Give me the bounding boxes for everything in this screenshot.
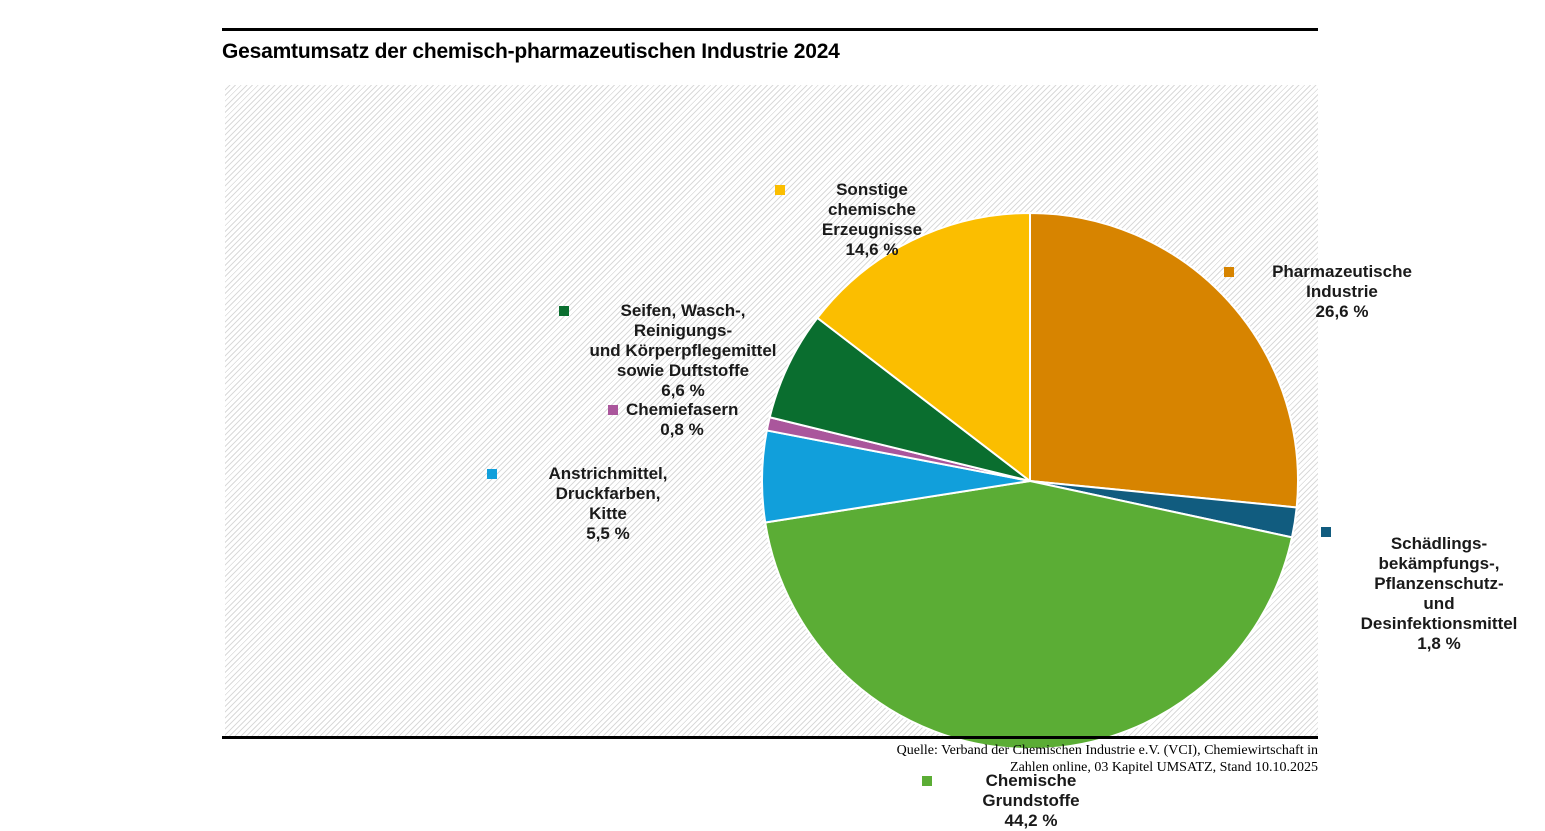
label-text: Seifen, Wasch-, Reinigungs- und Körperpf… — [589, 301, 777, 400]
bottom-rule — [222, 736, 1318, 739]
pie-slice-0 — [1029, 212, 1299, 509]
label-text: Anstrichmittel, Druckfarben, Kitte 5,5 % — [548, 464, 668, 543]
anstrichmittel-swatch-icon — [487, 469, 497, 479]
source-citation: Quelle: Verband der Chemischen Industrie… — [618, 742, 1318, 776]
seifen-swatch-icon — [559, 306, 569, 316]
label-text: Schädlings- bekämpfungs-, Pflanzenschutz… — [1360, 534, 1518, 653]
label-text: Chemiefasern 0,8 % — [626, 400, 739, 439]
plot-area: Sonstige chemische Erzeugnisse 14,6 % Ph… — [225, 85, 1517, 830]
pie-slice-2 — [764, 480, 1294, 750]
top-rule — [222, 28, 1318, 31]
label-schaedlingsbekaempfungsmittel: Schädlings- bekämpfungs-, Pflanzenschutz… — [1321, 522, 1533, 654]
sonstige-swatch-icon — [775, 185, 785, 195]
label-chemiefasern: Chemiefasern 0,8 % — [608, 400, 738, 440]
label-anstrichmittel-druckfarben-kitte: Anstrichmittel, Druckfarben, Kitte 5,5 % — [487, 464, 711, 544]
pie-chart — [761, 212, 1299, 750]
chart-title: Gesamtumsatz der chemisch-pharmazeutisch… — [222, 40, 840, 63]
label-text: Chemische Grundstoffe 44,2 % — [982, 771, 1080, 830]
label-pharmazeutische-industrie: Pharmazeutische Industrie 26,6 % — [1224, 262, 1442, 322]
chemiefasern-swatch-icon — [608, 405, 618, 415]
source-line-2: Zahlen online, 03 Kapitel UMSATZ, Stand … — [1010, 760, 1318, 775]
page: { "title": "Gesamtumsatz der chemisch-ph… — [222, 28, 1518, 830]
label-chemische-grundstoffe: Chemische Grundstoffe 44,2 % — [922, 771, 1122, 831]
label-sonstige-chemische-erzeugnisse: Sonstige chemische Erzeugnisse 14,6 % — [775, 180, 951, 260]
pie-slice-6 — [816, 212, 1031, 482]
grundstoffe-swatch-icon — [922, 776, 932, 786]
label-text: Sonstige chemische Erzeugnisse 14,6 % — [821, 180, 923, 259]
pie-slice-5 — [768, 316, 1031, 482]
pharma-swatch-icon — [1224, 267, 1234, 277]
label-seifen-wasch-reinigungsmittel: Seifen, Wasch-, Reinigungs- und Körperpf… — [559, 301, 789, 401]
schaedlings-swatch-icon — [1321, 527, 1331, 537]
source-line-1: Quelle: Verband der Chemischen Industrie… — [896, 743, 1318, 758]
label-text: Pharmazeutische Industrie 26,6 % — [1272, 262, 1412, 321]
